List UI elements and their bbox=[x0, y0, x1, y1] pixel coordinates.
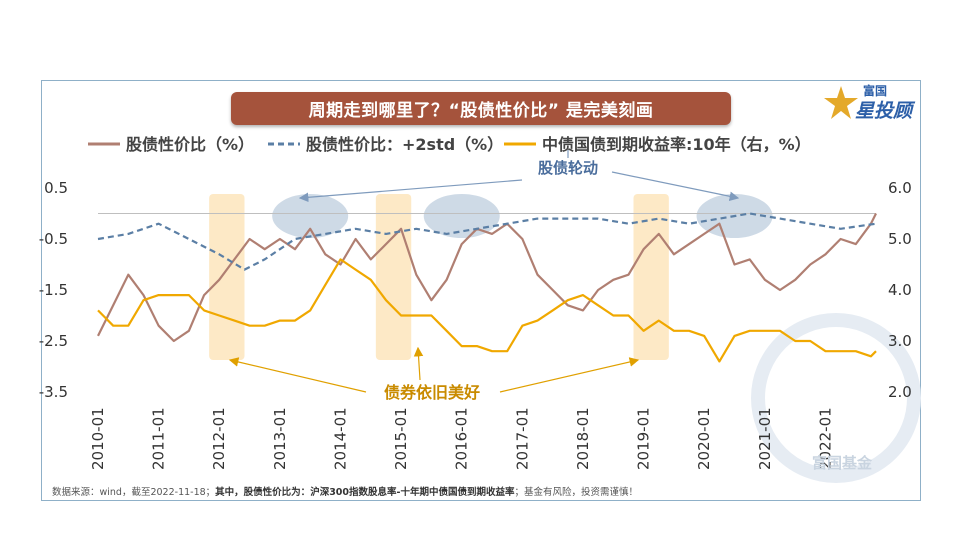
legend-label-3: 中债国债到期收益率:10年（右，%） bbox=[542, 135, 811, 154]
annotation-bond: 债券依旧美好 bbox=[384, 383, 480, 402]
y-left-tick: 0.5 bbox=[44, 179, 68, 197]
x-tick: 2018-01 bbox=[574, 407, 592, 470]
chart-title: 周期走到哪里了？“股债性价比” 是完美刻画 bbox=[231, 92, 731, 125]
rotation-arrow-1 bbox=[298, 179, 523, 203]
chart-frame bbox=[41, 80, 921, 501]
series-line-2 bbox=[97, 212, 877, 271]
brand-logo: 富国 星投顾 bbox=[823, 80, 915, 126]
footnote-prefix: 数据来源：wind，截至2022-11-18； bbox=[52, 487, 216, 498]
bond-arrow-3 bbox=[499, 357, 640, 393]
highlight-period-2 bbox=[375, 194, 412, 360]
footnote: 数据来源：wind，截至2022-11-18；其中，股债性价比为：沪深300指数… bbox=[52, 484, 638, 498]
x-tick: 2016-01 bbox=[453, 407, 471, 470]
footnote-suffix: ；基金有风险，投资需谨慎！ bbox=[514, 487, 638, 498]
watermark: 富国基金 bbox=[812, 454, 873, 472]
annotation-rotation: 股债轮动 bbox=[538, 159, 598, 177]
y-left-tick: -3.5 bbox=[39, 383, 68, 401]
y-left-tick: -1.5 bbox=[39, 281, 68, 299]
series-line-1 bbox=[97, 213, 877, 343]
bond-arrow-1 bbox=[228, 357, 367, 393]
x-tick: 2020-01 bbox=[695, 407, 713, 470]
x-tick: 2012-01 bbox=[210, 407, 228, 470]
watermark-ring bbox=[751, 313, 921, 483]
x-tick: 2013-01 bbox=[271, 407, 289, 470]
y-left-tick: -0.5 bbox=[39, 230, 68, 248]
star-icon bbox=[824, 86, 858, 119]
x-tick: 2021-01 bbox=[756, 407, 774, 470]
x-tick: 2017-01 bbox=[513, 407, 531, 470]
series-line-3 bbox=[97, 258, 877, 363]
footnote-bold: 其中，股债性价比为： bbox=[215, 487, 311, 498]
legend-label-1: 股债性价比（%） bbox=[126, 135, 254, 154]
rotation-arrow-2 bbox=[611, 171, 740, 202]
y-right-tick: 5.0 bbox=[888, 230, 912, 248]
rotation-ellipse-1 bbox=[272, 194, 349, 238]
x-tick: 2019-01 bbox=[635, 407, 653, 470]
y-right-tick: 4.0 bbox=[888, 281, 912, 299]
logo-line2: 星投顾 bbox=[855, 100, 913, 122]
logo-line1: 富国 bbox=[863, 84, 888, 98]
x-tick: 2010-01 bbox=[89, 407, 107, 470]
y-right-tick: 6.0 bbox=[888, 179, 912, 197]
legend-label-2: 股债性价比：+2std（%） bbox=[306, 135, 503, 154]
x-tick: 2014-01 bbox=[331, 407, 349, 470]
x-tick: 2022-01 bbox=[816, 407, 834, 470]
footnote-formula: 沪深300指数股息率-十年期中债国债到期收益率 bbox=[310, 487, 515, 498]
y-left-tick: -2.5 bbox=[39, 332, 68, 350]
y-right-tick: 3.0 bbox=[888, 332, 912, 350]
x-tick: 2015-01 bbox=[392, 407, 410, 470]
highlight-period-1 bbox=[209, 194, 245, 360]
bond-arrow-2 bbox=[413, 346, 424, 381]
rotation-ellipse-2 bbox=[423, 194, 500, 238]
y-right-tick: 2.0 bbox=[888, 383, 912, 401]
x-tick: 2011-01 bbox=[150, 407, 168, 470]
